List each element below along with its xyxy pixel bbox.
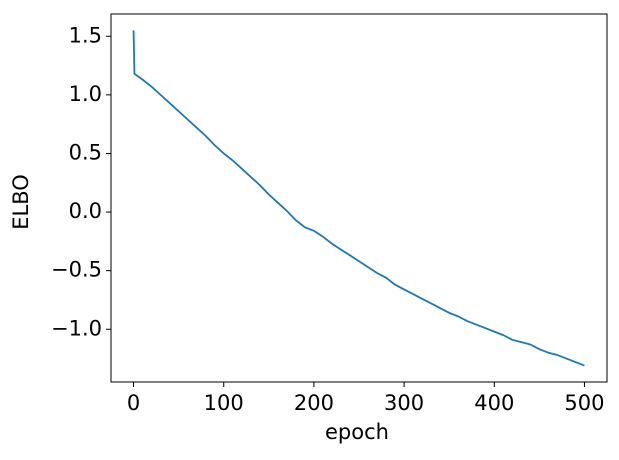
- y-tick-label: −0.5: [51, 258, 102, 282]
- y-tick-label: 1.0: [69, 82, 102, 106]
- x-tick-label: 200: [294, 391, 334, 415]
- y-tick-label: −1.0: [51, 316, 102, 340]
- x-tick-label: 100: [204, 391, 244, 415]
- y-axis-label: ELBO: [9, 174, 33, 230]
- x-tick-label: 300: [384, 391, 424, 415]
- data-line: [132, 30, 585, 367]
- x-axis-label: epoch: [325, 420, 389, 444]
- x-tick-label: 0: [127, 391, 140, 415]
- y-tick-label: 0.0: [69, 199, 102, 223]
- x-tick-label: 400: [474, 391, 514, 415]
- y-tick-label: 1.5: [69, 23, 102, 47]
- plot-frame: [110, 13, 608, 383]
- x-tick-label: 500: [564, 391, 604, 415]
- y-tick-label: 0.5: [69, 140, 102, 164]
